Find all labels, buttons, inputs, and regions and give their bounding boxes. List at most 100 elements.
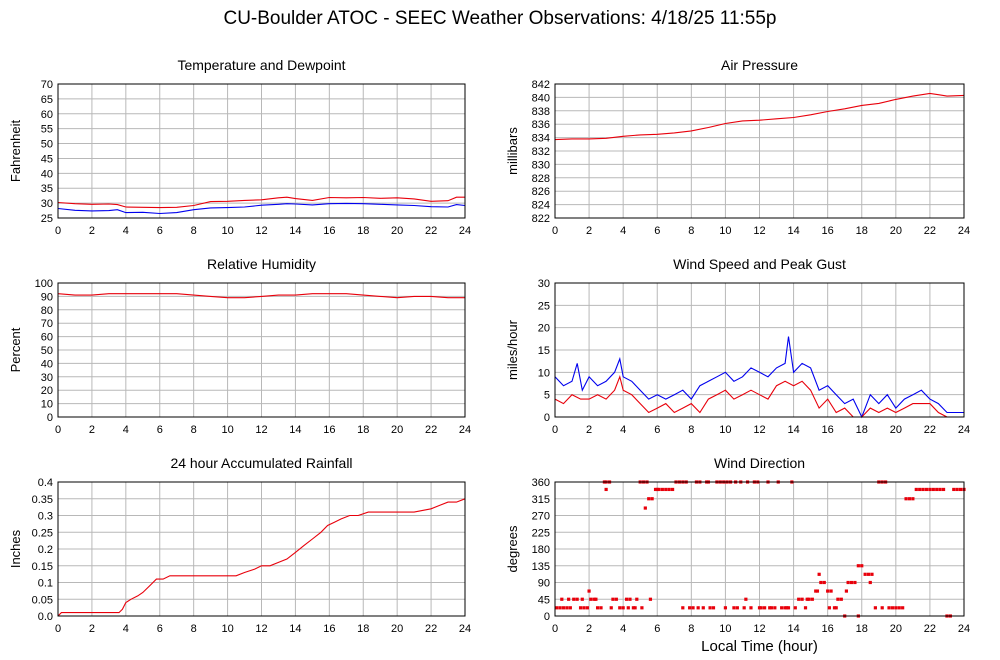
- data-point: [783, 606, 787, 610]
- data-point: [887, 606, 891, 610]
- data-point: [822, 580, 826, 585]
- x-tick-label: 8: [191, 225, 197, 237]
- y-tick-label: 90: [41, 291, 53, 303]
- y-axis-label: Fahrenheit: [8, 120, 23, 183]
- data-point: [780, 606, 784, 610]
- y-tick-label: 10: [41, 399, 53, 411]
- data-point: [844, 589, 849, 593]
- data-point: [849, 580, 854, 585]
- data-point: [660, 487, 664, 492]
- y-tick-label: 10: [538, 367, 550, 379]
- x-tick-label: 10: [221, 424, 233, 436]
- y-tick-label: 0.25: [32, 527, 53, 539]
- y-tick-label: 60: [41, 332, 53, 344]
- data-point: [810, 597, 814, 601]
- x-tick-label: 0: [55, 623, 61, 635]
- y-tick-label: 180: [532, 544, 550, 556]
- y-tick-label: 30: [41, 372, 53, 384]
- x-tick-label: 18: [856, 225, 868, 237]
- x-tick-label: 12: [753, 225, 765, 237]
- data-point: [763, 606, 767, 610]
- data-point: [921, 487, 925, 492]
- y-tick-label: 60: [41, 109, 53, 121]
- data-point: [863, 572, 867, 576]
- series-line-blue: [57, 202, 466, 215]
- y-tick-label: 0.35: [32, 494, 53, 506]
- plot-frame: [554, 282, 965, 418]
- y-tick-label: 0: [544, 611, 550, 623]
- data-point: [924, 487, 929, 492]
- x-tick-label: 4: [123, 225, 129, 237]
- y-tick-label: 842: [532, 79, 550, 91]
- x-tick-label: 12: [255, 623, 267, 635]
- x-tick-label: 6: [654, 225, 660, 237]
- data-point: [643, 506, 647, 510]
- data-point: [560, 597, 564, 601]
- data-point: [604, 487, 608, 492]
- data-point: [587, 589, 591, 593]
- plot-frame: [554, 481, 965, 617]
- y-tick-label: 0.4: [38, 477, 53, 489]
- y-axis-label: Percent: [8, 327, 23, 372]
- x-tick-label: 16: [822, 225, 834, 237]
- data-point: [931, 487, 935, 492]
- y-tick-label: 25: [538, 300, 550, 312]
- x-tick-label: 2: [89, 623, 95, 635]
- data-point: [631, 606, 635, 610]
- data-point: [773, 606, 777, 610]
- data-point: [904, 497, 908, 501]
- data-point: [952, 487, 956, 492]
- x-tick-label: 14: [289, 424, 301, 436]
- x-tick-label: 22: [924, 424, 936, 436]
- y-tick-label: 5: [544, 390, 550, 402]
- x-tick-label: 24: [958, 424, 970, 436]
- x-tick-label: 4: [620, 623, 626, 635]
- data-point: [609, 606, 613, 610]
- x-tick-label: 4: [123, 424, 129, 436]
- data-point: [928, 487, 932, 492]
- data-point: [826, 589, 830, 593]
- data-point: [635, 597, 639, 601]
- data-point: [797, 597, 801, 601]
- x-tick-label: 0: [55, 424, 61, 436]
- x-tick-label: 16: [822, 424, 834, 436]
- data-point: [819, 580, 823, 585]
- y-tick-label: 0.05: [32, 594, 53, 606]
- data-point: [897, 606, 901, 610]
- chart-title: Wind Speed and Peak Gust: [673, 256, 846, 272]
- x-tick-label: 24: [958, 225, 970, 237]
- data-point: [628, 597, 632, 601]
- series-line-red: [554, 92, 965, 141]
- data-point: [955, 487, 959, 492]
- data-point: [561, 606, 566, 610]
- data-point: [621, 606, 625, 610]
- data-point: [901, 606, 905, 610]
- data-point: [870, 572, 874, 576]
- x-tick-label: 4: [123, 623, 129, 635]
- x-tick-label: 8: [191, 424, 197, 436]
- data-point: [759, 606, 763, 610]
- data-point: [815, 589, 820, 593]
- data-point: [578, 606, 583, 610]
- x-tick-label: 8: [688, 225, 694, 237]
- data-point: [839, 597, 843, 601]
- data-point: [626, 606, 630, 610]
- data-point: [832, 606, 837, 610]
- x-tick-label: 12: [255, 225, 267, 237]
- chart-rainfall: 24 hour Accumulated Rainfall 0.0 0.05 0.1 0.…: [8, 455, 471, 635]
- x-tick-label: 8: [191, 623, 197, 635]
- x-tick-label: 4: [620, 424, 626, 436]
- data-point: [670, 487, 675, 492]
- y-tick-label: 30: [41, 198, 53, 210]
- y-axis-label: miles/hour: [505, 319, 520, 380]
- x-tick-label: 24: [958, 623, 970, 635]
- x-tick-label: 2: [586, 225, 592, 237]
- data-point: [836, 597, 840, 601]
- data-point: [723, 606, 728, 610]
- y-tick-label: 35: [41, 183, 53, 195]
- chart-title: Relative Humidity: [207, 256, 316, 272]
- x-tick-label: 16: [323, 424, 335, 436]
- chart-title: Temperature and Dewpoint: [177, 57, 345, 73]
